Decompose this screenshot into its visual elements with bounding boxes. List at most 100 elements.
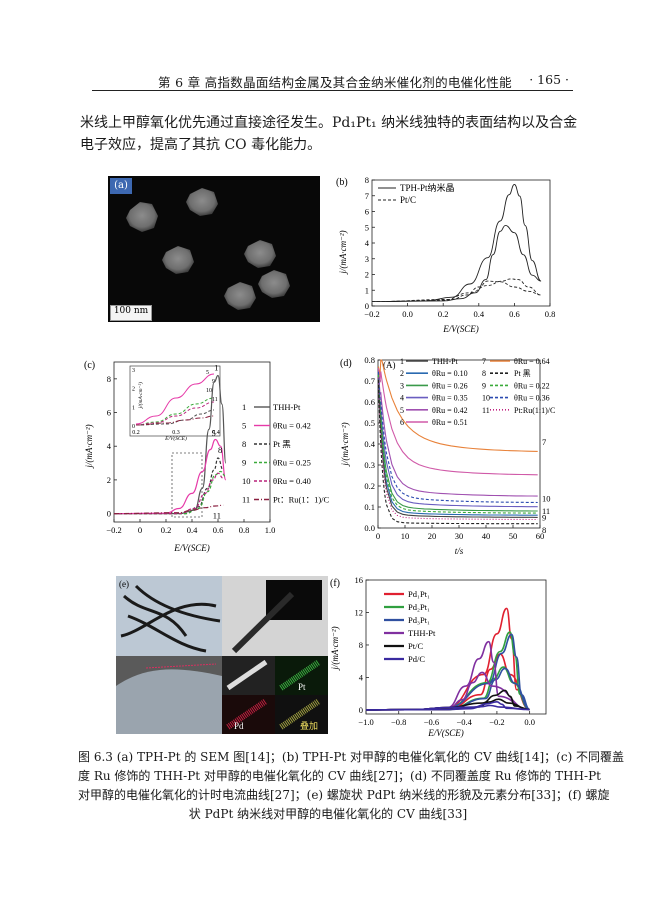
x-tick-label: 0.4 [187, 525, 198, 535]
series-line [365, 631, 530, 711]
x-tick-label: −1.0 [358, 717, 373, 727]
pt-signal [279, 659, 321, 691]
body-text-line-1: 米线上甲醇氧化优先通过直接途径发生。Pd₁Pt₁ 纳米线独特的表面结构以及合金 [80, 115, 578, 131]
curve-label: 10 [542, 494, 551, 504]
legend-entry: θRu = 0.10 [432, 369, 468, 378]
y-tick-label: 0.8 [364, 355, 375, 365]
legend-entry: Pt/C [408, 641, 423, 651]
legend-number: 5 [400, 406, 404, 415]
axis-xlabel: E/V(SCE) [442, 324, 479, 334]
panel-a-label: (a) [110, 178, 132, 194]
inset-line [135, 373, 215, 425]
x-tick-label: 40 [482, 531, 491, 541]
axis-ylabel: j/(mA·cm⁻²) [340, 422, 350, 466]
tag-pt: Pt [298, 682, 306, 692]
legend-number: 7 [482, 357, 486, 366]
nanowires [120, 584, 221, 653]
curve-label: 7 [542, 437, 546, 447]
curve-label: 11 [213, 511, 221, 521]
legend-number: 10 [482, 394, 490, 403]
haadf-wire [226, 659, 268, 691]
legend-number: 2 [400, 369, 404, 378]
legend-entry: Pt 黑 [514, 369, 531, 378]
sem-particle [126, 202, 158, 232]
legend-entry: Pt：Ru(1：1)/C [273, 495, 330, 505]
inset-x-tick-label: 0.3 [172, 430, 180, 436]
y-tick-label: 2 [365, 270, 369, 280]
legend-number: 9 [482, 381, 486, 390]
panel-f-label: (f) [330, 578, 340, 589]
subpanel-label: (A) [383, 360, 396, 370]
legend-entry: θRu = 0.64 [514, 357, 550, 366]
chapter-title: 第 6 章 高指数晶面结构金属及其合金纳米催化剂的电催化性能 [158, 75, 512, 90]
inset-ylabel: j/(mA·cm⁻²) [137, 382, 144, 410]
series-line [113, 504, 224, 515]
x-tick-label: 0.2 [161, 525, 172, 535]
x-tick-label: 0 [376, 531, 380, 541]
inset-line [135, 415, 215, 426]
tem-composite: (e) Pt Pd 叠加 [116, 576, 328, 734]
tag-pd: Pd [234, 721, 244, 731]
y-tick-label: 4 [365, 238, 370, 248]
inset-y-tick-label: 3 [132, 368, 135, 374]
y-tick-label: 1 [365, 285, 369, 295]
legend-entry: Pt/C [400, 195, 416, 205]
series-line [114, 470, 226, 515]
legend-entry: Pt:Ru(1:1)/C [514, 406, 555, 415]
legend-entry: θRu = 0.42 [432, 406, 468, 415]
series-line [371, 183, 542, 303]
y-tick-label: 0 [365, 301, 369, 311]
legend-number: 8 [242, 439, 246, 449]
x-tick-label: 50 [509, 531, 518, 541]
sem-particle [258, 270, 290, 298]
chart-b: (b) 0 1 2 3 4 5 6 7 8 −0.2 0.0 0.2 0.4 0.6 0.8 j/(mA·c… [336, 175, 555, 334]
y-tick-label: 0.6 [364, 397, 375, 407]
curve-label: 11 [542, 506, 550, 516]
y-tick-label: 0.0 [364, 523, 375, 533]
series-line [365, 700, 530, 711]
series-line [377, 371, 538, 504]
y-tick-label: 4 [359, 672, 364, 682]
legend-number: 3 [400, 381, 404, 390]
legend-entry: THH-Pt [408, 628, 436, 638]
x-tick-label: −0.2 [364, 309, 379, 319]
panel-d-label: (d) [340, 358, 352, 369]
legend-number: 11 [242, 495, 250, 505]
inset-label: 11 [212, 397, 218, 403]
chart-d: (d) (A) 0.0 0.1 0.2 0.3 0.4 0.5 0.6 0.7 0.8 0 10 20… [340, 355, 555, 556]
x-tick-label: 0.0 [524, 717, 535, 727]
legend-number: 9 [242, 458, 246, 468]
legend-entry: θRu = 0.36 [514, 394, 550, 403]
body-text-line-2: 电子效应，提高了其抗 CO 毒化能力。 [80, 137, 322, 153]
caption-line: 对甲醇的电催化氧化的计时电流曲线[27]；(e) 螺旋状 PdPt 纳米线的形貌… [78, 788, 610, 802]
legend-entry: Pd₂Pt₁ [408, 602, 430, 612]
y-tick-label: 4 [107, 441, 112, 451]
inset-x-tick-label: 0.2 [132, 430, 140, 436]
legend-entry: θRu = 0.22 [514, 381, 550, 390]
panel-e-label: (e) [119, 579, 129, 589]
y-tick-label: 0.2 [364, 481, 375, 491]
axis-xlabel: E/V(SCE) [173, 543, 210, 553]
plot-frame [365, 579, 547, 715]
series-line [377, 359, 538, 452]
series-line [365, 640, 530, 711]
hrtem-region [116, 669, 222, 734]
legend-entry: Pt 黑 [273, 439, 291, 449]
series-line [114, 472, 224, 515]
x-tick-label: 60 [536, 531, 545, 541]
inset-label: 5 [206, 370, 209, 376]
sem-particle [186, 188, 218, 216]
figure-caption: 图 6.3 (a) TPH-Pt 的 SEM 图[14]；(b) TPH-Pt … [78, 748, 625, 824]
inset-label: 10 [206, 388, 212, 394]
caption-line: 图 6.3 (a) TPH-Pt 的 SEM 图[14]；(b) TPH-Pt … [78, 750, 625, 764]
inset-line [135, 401, 215, 426]
y-tick-label: 2 [107, 475, 111, 485]
curve-label: 1 [214, 362, 218, 372]
series-line [377, 374, 538, 514]
legend-number: 11 [482, 406, 490, 415]
overlay-signal [279, 698, 321, 730]
series-line [371, 278, 542, 303]
x-tick-label: 0.4 [473, 309, 484, 319]
sem-particles [126, 188, 290, 310]
inset-frame [129, 365, 221, 437]
